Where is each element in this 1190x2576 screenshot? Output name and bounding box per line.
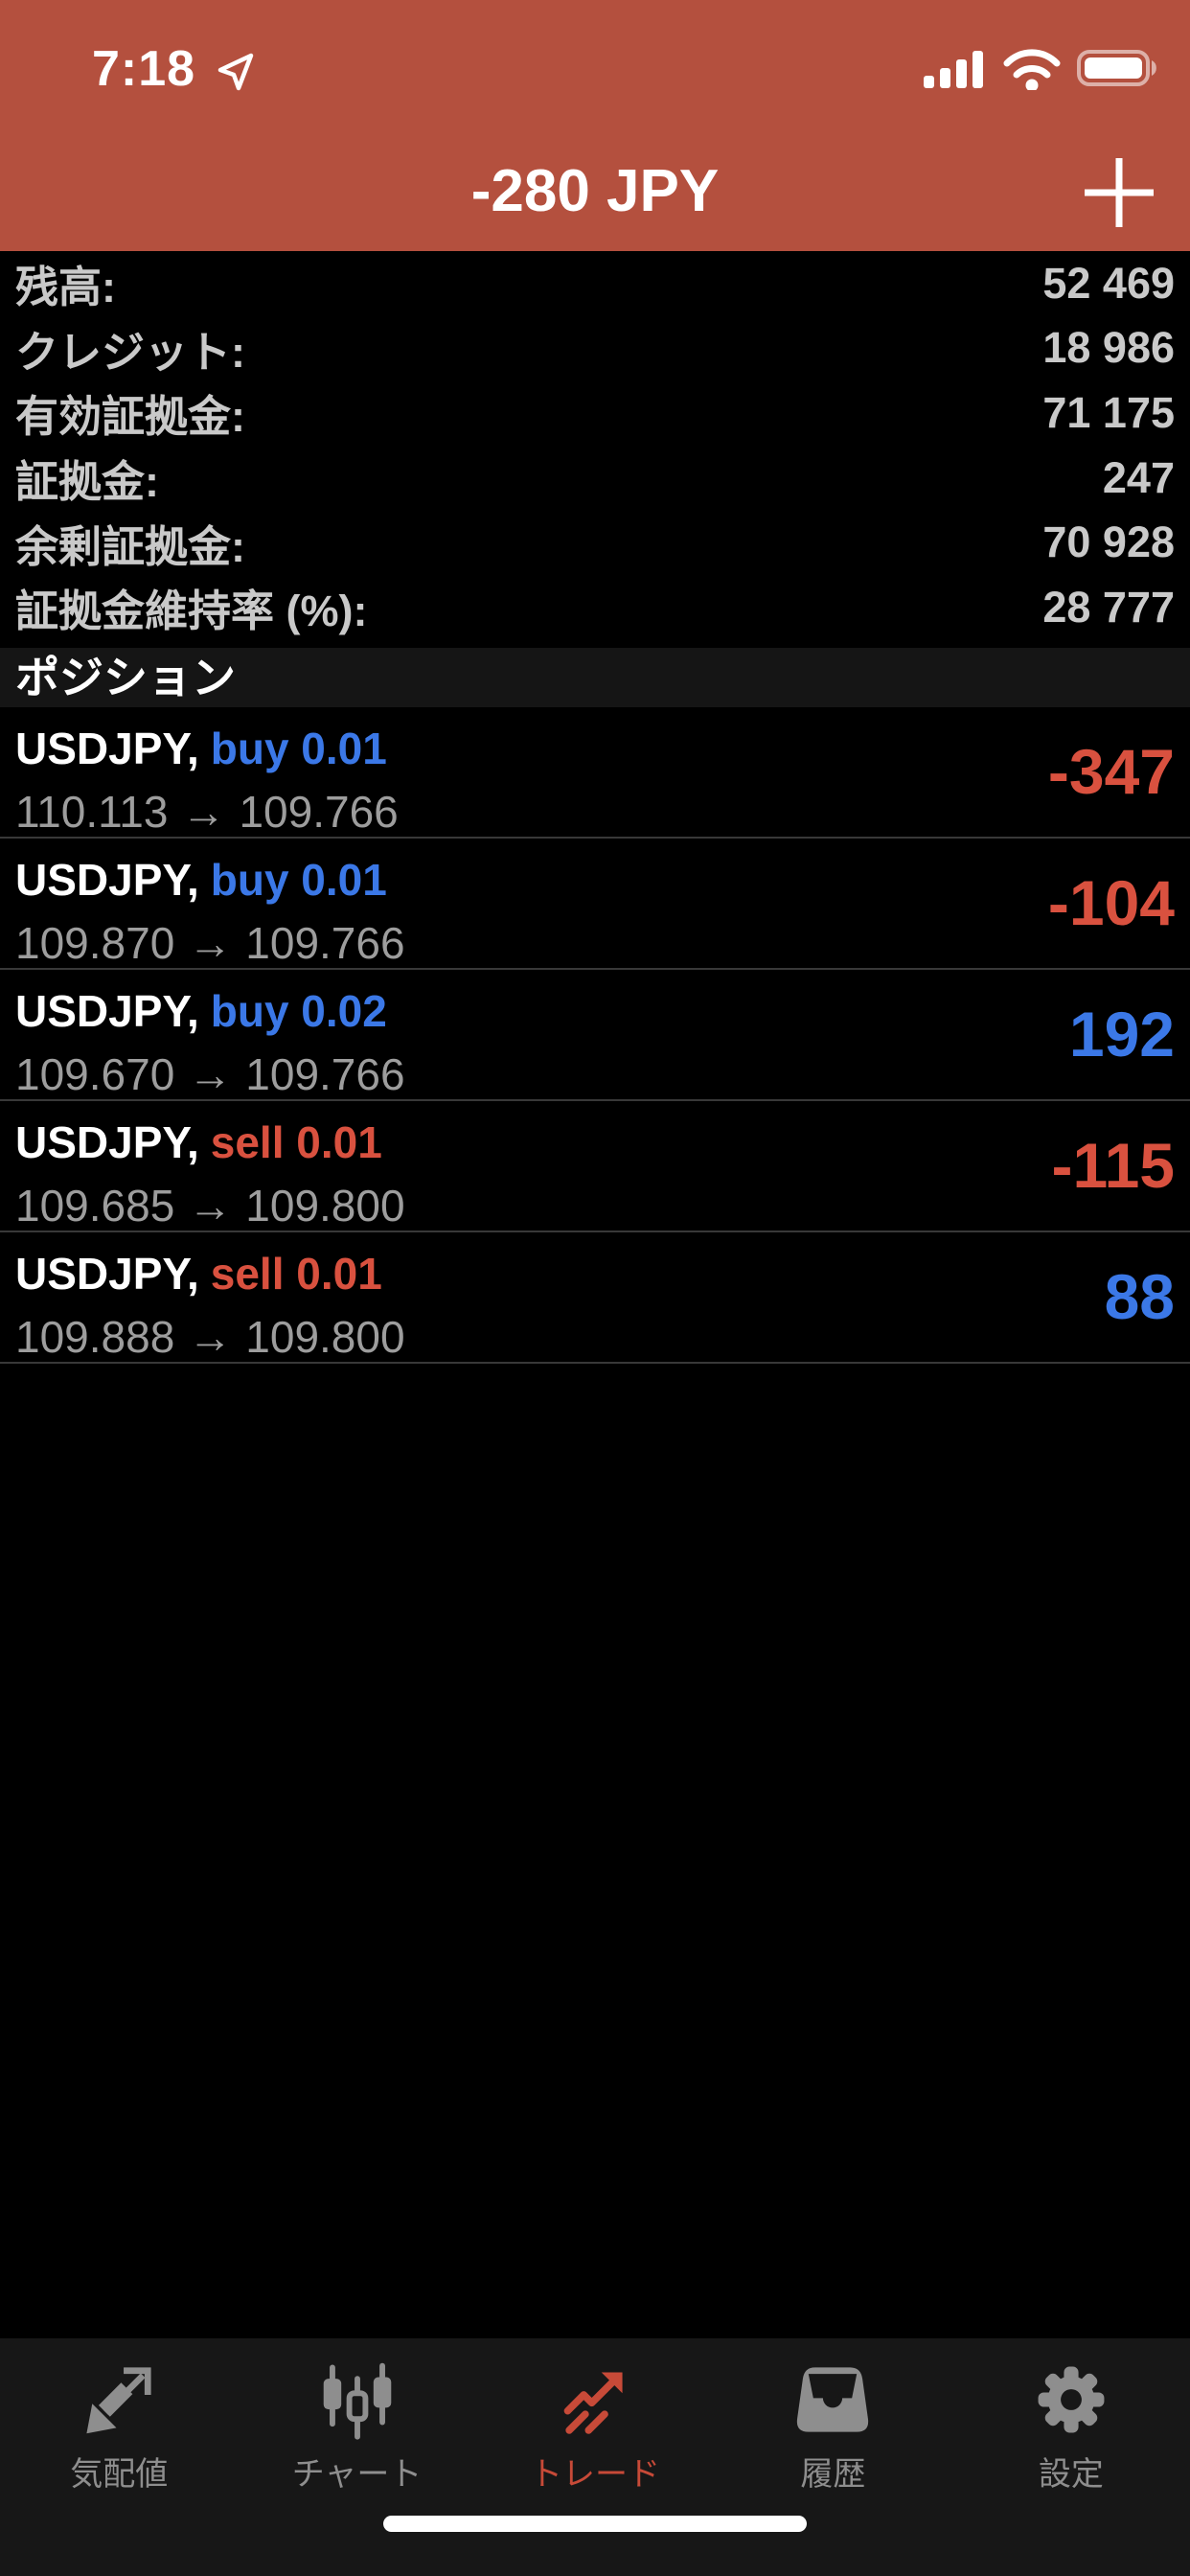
location-arrow-icon: [215, 50, 257, 97]
position-row[interactable]: USDJPY, sell 0.01 109.888 → 109.800 88: [0, 1231, 1190, 1364]
position-row[interactable]: USDJPY, buy 0.02 109.670 → 109.766 192: [0, 969, 1190, 1101]
summary-value: 71 175: [1042, 387, 1175, 437]
arrow-right-icon: →: [181, 786, 226, 837]
position-profit: -347: [1047, 736, 1175, 808]
summary-value: 70 928: [1042, 518, 1175, 567]
arrow-right-icon: →: [188, 1180, 233, 1230]
position-profit: -115: [1051, 1130, 1175, 1202]
position-row[interactable]: USDJPY, sell 0.01 109.685 → 109.800 -115: [0, 1100, 1190, 1232]
tab-label: 履歴: [800, 2456, 866, 2493]
position-operation: buy 0.01: [210, 854, 387, 905]
new-order-button[interactable]: [1083, 157, 1156, 230]
trade-trend-arrow-icon: [555, 2359, 635, 2440]
bottom-tab-bar: 気配値 チャート: [0, 2338, 1190, 2576]
tab-trade[interactable]: トレード: [476, 2338, 714, 2576]
tab-quotes[interactable]: 気配値: [0, 2338, 238, 2576]
arrow-right-icon: →: [188, 1311, 233, 1362]
position-symbol: USDJPY,: [15, 854, 199, 905]
summary-row-credit: クレジット: 18 986: [0, 316, 1190, 381]
summary-label: 証拠金:: [15, 457, 159, 507]
arrow-right-icon: →: [188, 1048, 233, 1099]
account-summary: 残高: 52 469 クレジット: 18 986 有効証拠金: 71 175 証…: [0, 251, 1190, 640]
summary-label: 余剰証拠金:: [15, 521, 245, 571]
home-indicator[interactable]: [383, 2516, 807, 2532]
plus-icon: [1085, 157, 1154, 230]
quotes-arrows-icon: [79, 2359, 159, 2440]
status-icons: [924, 46, 1161, 95]
summary-value: 28 777: [1042, 582, 1175, 632]
position-profit: 88: [1104, 1261, 1175, 1333]
current-price: 109.800: [245, 1180, 405, 1230]
positions-list: USDJPY, buy 0.01 110.113 → 109.766 -347 USD…: [0, 706, 1190, 1364]
position-operation: buy 0.02: [210, 985, 387, 1036]
battery-icon: [1077, 47, 1161, 94]
current-price: 109.766: [245, 1048, 405, 1099]
history-inbox-icon: [792, 2359, 873, 2440]
page-title: -280 JPY: [470, 158, 720, 224]
position-profit: 192: [1068, 999, 1175, 1070]
summary-value: 52 469: [1042, 258, 1175, 308]
position-profit: -104: [1047, 867, 1175, 939]
summary-label: 証拠金維持率 (%):: [15, 586, 368, 636]
open-price: 109.870: [15, 917, 175, 968]
positions-section-header: ポジション: [0, 647, 1190, 707]
current-price: 109.800: [245, 1311, 405, 1362]
summary-label: 残高:: [15, 263, 116, 312]
gear-icon: [1031, 2359, 1111, 2440]
position-operation: buy 0.01: [210, 723, 387, 773]
position-row[interactable]: USDJPY, buy 0.01 110.113 → 109.766 -347: [0, 706, 1190, 839]
summary-row-margin-level: 証拠金維持率 (%): 28 777: [0, 575, 1190, 640]
open-price: 110.113: [15, 786, 169, 837]
arrow-right-icon: →: [188, 917, 233, 968]
tab-label: トレード: [530, 2456, 661, 2493]
open-price: 109.888: [15, 1311, 175, 1362]
summary-row-free-margin: 余剰証拠金: 70 928: [0, 510, 1190, 575]
status-time: 7:18: [92, 41, 196, 97]
summary-value: 18 986: [1042, 323, 1175, 373]
current-price: 109.766: [239, 786, 399, 837]
position-operation: sell 0.01: [210, 1248, 382, 1299]
tab-label: 設定: [1038, 2456, 1104, 2493]
summary-row-equity: 有効証拠金: 71 175: [0, 380, 1190, 446]
tab-label: チャート: [291, 2456, 423, 2493]
summary-label: クレジット:: [15, 327, 245, 377]
tab-charts[interactable]: チャート: [238, 2338, 475, 2576]
position-symbol: USDJPY,: [15, 1116, 199, 1167]
cellular-signal-icon: [924, 47, 987, 94]
position-row[interactable]: USDJPY, buy 0.01 109.870 → 109.766 -104: [0, 838, 1190, 970]
position-symbol: USDJPY,: [15, 1248, 199, 1299]
wifi-icon: [1002, 46, 1062, 95]
tab-history[interactable]: 履歴: [714, 2338, 951, 2576]
open-price: 109.670: [15, 1048, 175, 1099]
position-symbol: USDJPY,: [15, 985, 199, 1036]
summary-row-balance: 残高: 52 469: [0, 251, 1190, 316]
position-operation: sell 0.01: [210, 1116, 382, 1167]
candlestick-chart-icon: [317, 2359, 398, 2440]
tab-label: 気配値: [70, 2456, 169, 2493]
tab-settings[interactable]: 設定: [952, 2338, 1190, 2576]
current-price: 109.766: [245, 917, 405, 968]
summary-row-margin: 証拠金: 247: [0, 446, 1190, 511]
open-price: 109.685: [15, 1180, 175, 1230]
app-header: 7:18: [0, 0, 1190, 251]
position-symbol: USDJPY,: [15, 723, 199, 773]
summary-value: 247: [1102, 452, 1175, 502]
summary-label: 有効証拠金:: [15, 392, 245, 442]
